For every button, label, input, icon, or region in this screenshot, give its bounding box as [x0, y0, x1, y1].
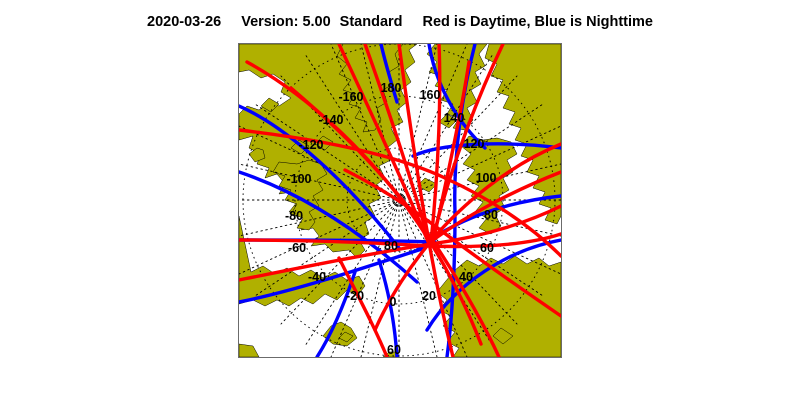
title-legend: Red is Daytime, Blue is Nighttime [422, 14, 653, 30]
lon-label--40: -40 [308, 270, 326, 284]
daytime-path-16 [433, 224, 561, 318]
map-canvas[interactable]: -160 180 160 -140 140 -120 120 -100 100 … [239, 44, 561, 357]
nighttime-path-10 [427, 44, 487, 150]
lon-label-160: 160 [420, 88, 441, 102]
daytime-paths [239, 44, 561, 357]
title-date: 2020-03-26 [147, 14, 222, 30]
daytime-path-21 [433, 44, 505, 232]
lon-label-60: 60 [480, 241, 494, 255]
polar-map-plot[interactable]: -160 180 160 -140 140 -120 120 -100 100 … [238, 43, 562, 358]
lat-label-60: 60 [387, 343, 401, 357]
lon-label--120: -120 [298, 138, 323, 152]
latitude-label-group: 80 60 [384, 239, 401, 357]
daytime-path-14 [433, 242, 501, 357]
daytime-path-22 [397, 44, 431, 244]
daytime-path-11 [429, 44, 442, 244]
daytime-path-2 [427, 238, 483, 346]
longitude-label-group: -160 180 160 -140 140 -120 120 -100 100 … [285, 81, 498, 309]
nighttime-path-1 [239, 104, 401, 250]
land-island-i [239, 343, 260, 357]
daytime-path-7 [239, 242, 433, 282]
parallel-70 [294, 95, 504, 305]
parallel-60 [242, 44, 556, 357]
nighttime-path-11 [377, 258, 399, 357]
lon-label-40: 40 [459, 270, 473, 284]
daytime-path-23 [427, 240, 455, 357]
nighttime-path-7 [425, 238, 561, 332]
title-mode: Standard [339, 14, 403, 30]
nighttime-path-8 [453, 44, 477, 214]
land-island-j [260, 97, 280, 113]
lon-label-180: 180 [381, 81, 402, 95]
daytime-path-6 [427, 232, 561, 249]
land-island-h [492, 327, 514, 345]
nighttime-path-2 [239, 170, 419, 284]
lon-label--100: -100 [286, 172, 311, 186]
lon-label--140: -140 [318, 113, 343, 127]
lon-label-0: 0 [390, 295, 397, 309]
lon-label-140: 140 [444, 111, 465, 125]
lon-label-100: 100 [476, 171, 497, 185]
daytime-path-3 [239, 128, 447, 180]
lon-label--20: -20 [346, 289, 364, 303]
daytime-path-19 [431, 170, 561, 242]
lat-label-80: 80 [384, 239, 398, 253]
parallel-80 [346, 147, 452, 253]
lon-label--80: -80 [285, 209, 303, 223]
nighttime-path-13 [379, 44, 399, 104]
daytime-path-20 [337, 256, 389, 357]
land-scandinavia [272, 159, 328, 231]
daytime-path-17 [435, 142, 561, 236]
daytime-path-13 [289, 86, 437, 246]
land-island-e [438, 113, 458, 129]
graticule-parallels [242, 44, 556, 357]
land-europe [239, 215, 366, 307]
lon-label--60: -60 [288, 241, 306, 255]
graticule-meridians [239, 44, 561, 357]
title-version: Version: 5.00 [241, 14, 331, 30]
nighttime-path-4 [239, 246, 427, 304]
lon-label-80: 80 [484, 208, 498, 222]
nighttime-path-5 [411, 142, 561, 158]
land-island-g [338, 331, 354, 343]
lon-label-20: 20 [422, 289, 436, 303]
daytime-path-8 [429, 204, 561, 246]
page-title: 2020-03-26 Version: 5.00 Standard Red is Da… [0, 14, 800, 30]
daytime-path-4 [443, 176, 561, 258]
lon-label--160: -160 [338, 90, 363, 104]
daytime-path-5 [239, 238, 431, 248]
land-island-a [248, 147, 266, 163]
lon-label-120: 120 [464, 137, 485, 151]
